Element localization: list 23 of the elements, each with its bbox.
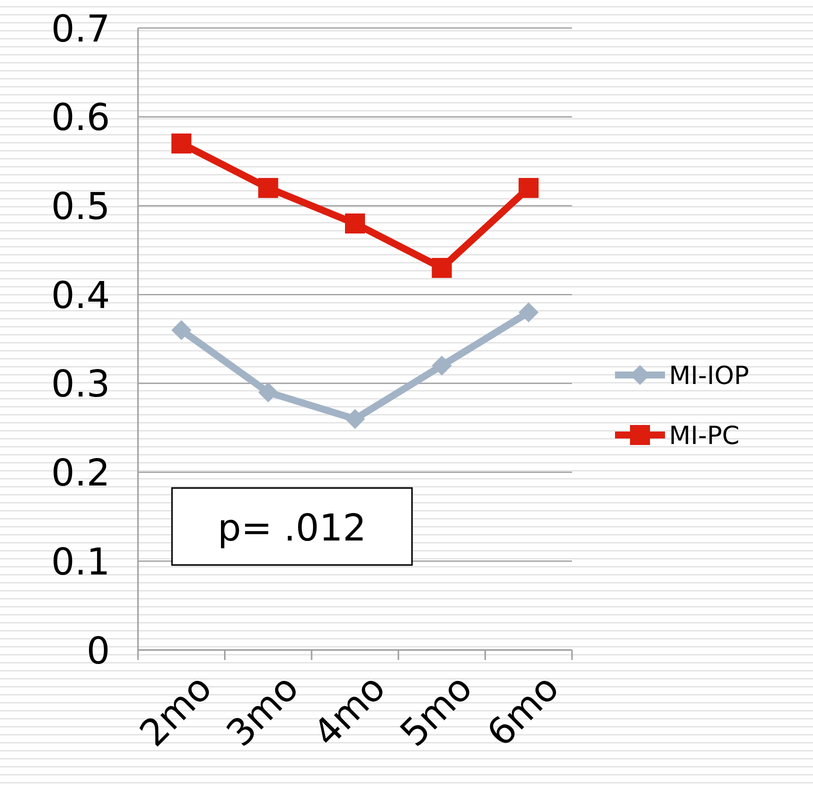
y-tick-label: 0.7 [51, 7, 110, 50]
point [345, 213, 365, 234]
x-tick-label: 6mo [478, 666, 568, 755]
y-tick-label: 0.4 [51, 274, 110, 317]
legend-label: MI-IOP [669, 361, 750, 390]
y-tick-label: 0.2 [51, 452, 110, 495]
legend-label: MI-PC [669, 421, 740, 450]
x-tick-label: 4mo [305, 666, 394, 755]
point [171, 134, 192, 154]
point [345, 408, 365, 429]
point [171, 320, 192, 340]
point [258, 178, 278, 198]
point [518, 302, 539, 322]
y-tick-label: 0 [86, 629, 110, 672]
y-tick-label: 0.1 [51, 540, 110, 584]
point [258, 382, 278, 402]
point [432, 258, 452, 278]
y-tick-label: 0.5 [51, 185, 110, 228]
point [518, 178, 539, 198]
annotation: p= .012 [218, 506, 366, 550]
y-tick-label: 0.3 [51, 362, 110, 406]
y-tick-label: 0.6 [51, 96, 110, 140]
point [432, 356, 452, 376]
